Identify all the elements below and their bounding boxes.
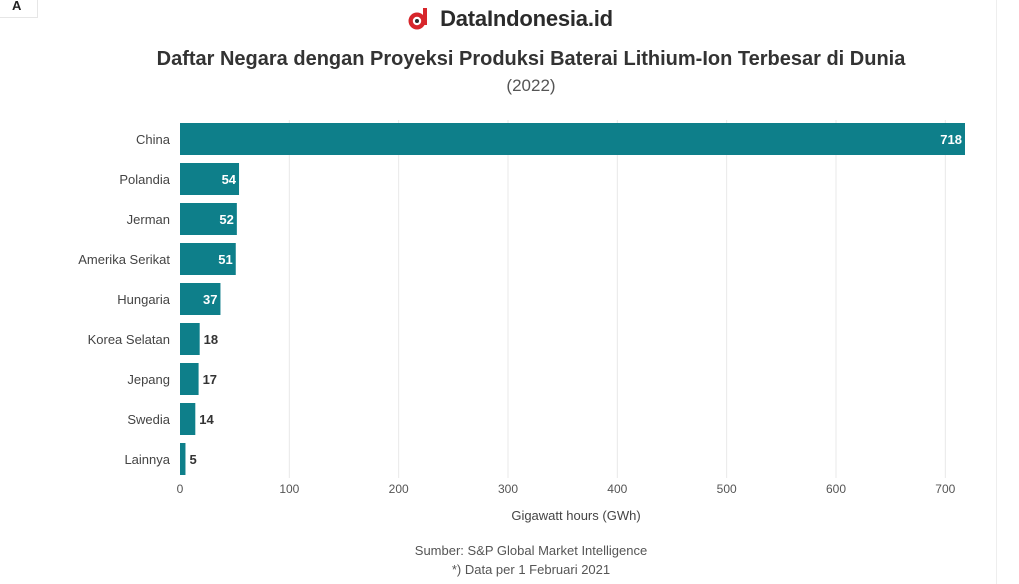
brand-header: DataIndonesia.id xyxy=(0,6,1019,32)
bar xyxy=(180,163,240,195)
corner-label: A xyxy=(0,0,38,18)
bar xyxy=(180,403,196,435)
x-tick-labels: 0 100 200 300 400 500 600 700 xyxy=(177,482,956,496)
category-label: Polandia xyxy=(119,172,170,187)
bar-value-label: 5 xyxy=(189,452,196,467)
bar xyxy=(180,323,200,355)
source-note: Sumber: S&P Global Market Intelligence xyxy=(414,543,648,558)
category-label: Korea Selatan xyxy=(88,332,170,347)
x-tick-label: 600 xyxy=(826,482,846,496)
bar xyxy=(180,203,237,235)
bar xyxy=(180,123,965,155)
bar-value-label: 51 xyxy=(218,252,232,267)
brand-logo-icon xyxy=(408,8,428,30)
bar-value-label: 18 xyxy=(204,332,218,347)
x-tick-label: 100 xyxy=(279,482,299,496)
bar-value-label: 17 xyxy=(203,372,217,387)
x-tick-label: 200 xyxy=(389,482,409,496)
category-label: Swedia xyxy=(127,412,170,427)
brand-name: DataIndonesia.id xyxy=(440,6,613,31)
grid-lines xyxy=(288,120,946,478)
chart-title: Daftar Negara dengan Proyeksi Produksi B… xyxy=(156,48,906,70)
bars: 718 54 52 51 37 18 17 14 5 xyxy=(180,123,965,475)
x-tick-label: 500 xyxy=(717,482,737,496)
date-note: *) Data per 1 Februari 2021 xyxy=(451,562,611,577)
x-tick-label: 0 xyxy=(177,482,184,496)
bar xyxy=(180,243,236,275)
category-label: Hungaria xyxy=(117,292,171,307)
bar xyxy=(180,283,221,315)
bar-value-label: 52 xyxy=(219,212,233,227)
bar-chart: 718 54 52 51 37 18 17 14 5 China Polandia Jerman Am… xyxy=(78,120,965,523)
bar xyxy=(180,443,186,475)
bar-value-label: 54 xyxy=(222,172,237,187)
category-label: Jerman xyxy=(127,212,170,227)
bar-value-label: 37 xyxy=(203,292,217,307)
category-label: Lainnya xyxy=(124,452,170,467)
category-label: Jepang xyxy=(127,372,170,387)
category-label: China xyxy=(136,132,171,147)
bar xyxy=(180,363,199,395)
x-tick-label: 400 xyxy=(607,482,627,496)
bar-value-label: 14 xyxy=(199,412,214,427)
category-label: Amerika Serikat xyxy=(78,252,170,267)
x-tick-label: 300 xyxy=(498,482,518,496)
category-labels: China Polandia Jerman Amerika Serikat Hungar… xyxy=(78,132,171,467)
x-tick-label: 700 xyxy=(935,482,955,496)
page-divider xyxy=(996,0,997,584)
x-axis-label: Gigawatt hours (GWh) xyxy=(511,508,640,523)
chart-subtitle: (2022) xyxy=(506,76,556,95)
bar-value-label: 718 xyxy=(940,132,962,147)
